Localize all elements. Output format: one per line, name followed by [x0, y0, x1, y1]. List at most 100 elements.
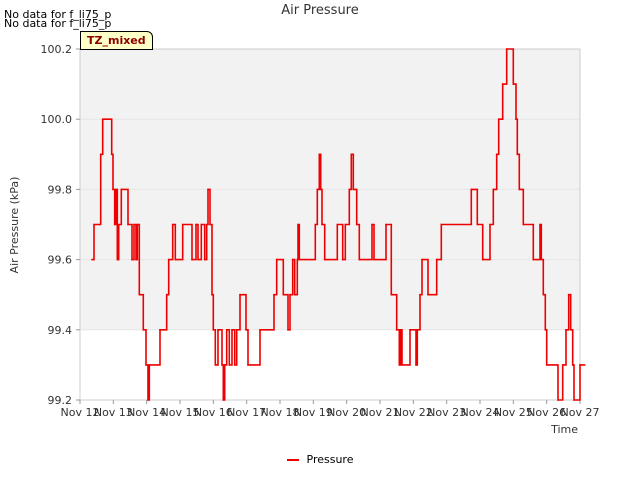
data-point	[355, 223, 358, 226]
data-point	[136, 223, 139, 226]
data-point	[214, 364, 217, 366]
y-tick-label: 100.2	[41, 43, 73, 56]
data-point	[159, 329, 161, 331]
data-point	[495, 153, 498, 156]
data-point	[148, 364, 151, 366]
x-tick-label: Nov 26	[527, 406, 566, 419]
data-point	[282, 293, 285, 296]
data-point	[497, 118, 500, 120]
data-point	[195, 223, 197, 226]
data-point	[293, 293, 296, 296]
data-point	[573, 399, 575, 401]
data-point	[390, 293, 393, 296]
data-point	[145, 364, 147, 366]
background-bands	[80, 49, 580, 400]
band	[80, 329, 580, 400]
data-point	[297, 223, 299, 226]
data-point	[532, 258, 535, 261]
plot-border	[79, 48, 581, 401]
data-point	[228, 364, 231, 366]
data-point	[481, 258, 484, 261]
data-point	[113, 223, 116, 226]
data-point	[120, 188, 123, 191]
no-data-note-2: No data for f_li75_p	[4, 17, 112, 30]
data-point	[167, 258, 170, 261]
data-point	[557, 399, 559, 401]
x-tick-label: Nov 23	[427, 406, 466, 419]
data-point	[231, 329, 233, 331]
data-point	[191, 258, 193, 261]
data-point	[569, 329, 572, 331]
x-tick-label: Nov 25	[494, 406, 533, 419]
data-point	[371, 223, 373, 226]
data-point	[165, 293, 168, 296]
data-point	[319, 188, 322, 191]
data-point	[131, 258, 133, 261]
data-point	[489, 223, 491, 226]
data-point	[116, 258, 119, 261]
data-point	[211, 293, 213, 296]
data-point	[561, 364, 564, 366]
y-tick-label: 100.0	[41, 113, 73, 126]
y-tick-label: 99.4	[48, 324, 73, 337]
data-point	[492, 188, 495, 191]
data-point	[565, 329, 567, 331]
data-point	[395, 329, 398, 331]
data-point	[318, 153, 321, 156]
data-point	[247, 364, 249, 366]
no-data-note-1: No data for f_li75_p	[4, 8, 112, 21]
x-tick-label: Nov 15	[161, 406, 200, 419]
x-tick-label: Nov 14	[127, 406, 166, 419]
data-point	[98, 223, 101, 226]
data-point	[512, 83, 515, 85]
x-axis-label: Time	[550, 423, 578, 436]
data-point	[115, 188, 117, 191]
data-point	[341, 258, 344, 261]
x-tick-label: Nov 12	[61, 406, 100, 419]
x-tick-label: Nov 19	[294, 406, 333, 419]
data-point	[239, 293, 241, 296]
data-point	[316, 188, 319, 191]
data-point	[101, 118, 104, 120]
data-point	[298, 258, 301, 261]
data-point	[545, 364, 548, 366]
data-point	[348, 188, 351, 191]
data-point	[275, 258, 278, 261]
data-point	[515, 118, 517, 120]
data-point	[409, 329, 411, 331]
data-point	[336, 223, 339, 226]
data-point	[207, 188, 209, 191]
data-point	[440, 223, 443, 226]
data-point	[398, 364, 401, 366]
data-point	[174, 258, 177, 261]
data-point	[544, 329, 547, 331]
data-point	[373, 258, 375, 261]
data-point	[296, 258, 299, 261]
data-point	[200, 223, 203, 226]
data-point	[127, 223, 129, 226]
data-point	[197, 258, 199, 261]
x-tick-label: Nov 17	[227, 406, 266, 419]
data-point	[99, 153, 102, 156]
data-point	[321, 223, 323, 226]
data-point	[401, 364, 403, 366]
data-point	[323, 258, 326, 261]
data-point	[522, 223, 525, 226]
data-point	[516, 153, 519, 156]
data-point	[93, 223, 95, 226]
band	[80, 189, 580, 260]
x-tick-label: Nov 21	[361, 406, 400, 419]
data-point	[245, 329, 247, 331]
data-point	[470, 188, 473, 191]
data-point	[291, 258, 294, 261]
data-point	[117, 223, 120, 226]
data-point	[476, 223, 479, 226]
data-point	[567, 293, 570, 296]
data-point	[518, 188, 521, 191]
x-tick-label: Nov 20	[327, 406, 366, 419]
data-point	[542, 293, 545, 296]
y-tick-label: 99.6	[48, 254, 73, 267]
data-point	[205, 223, 208, 226]
data-point	[171, 223, 174, 226]
